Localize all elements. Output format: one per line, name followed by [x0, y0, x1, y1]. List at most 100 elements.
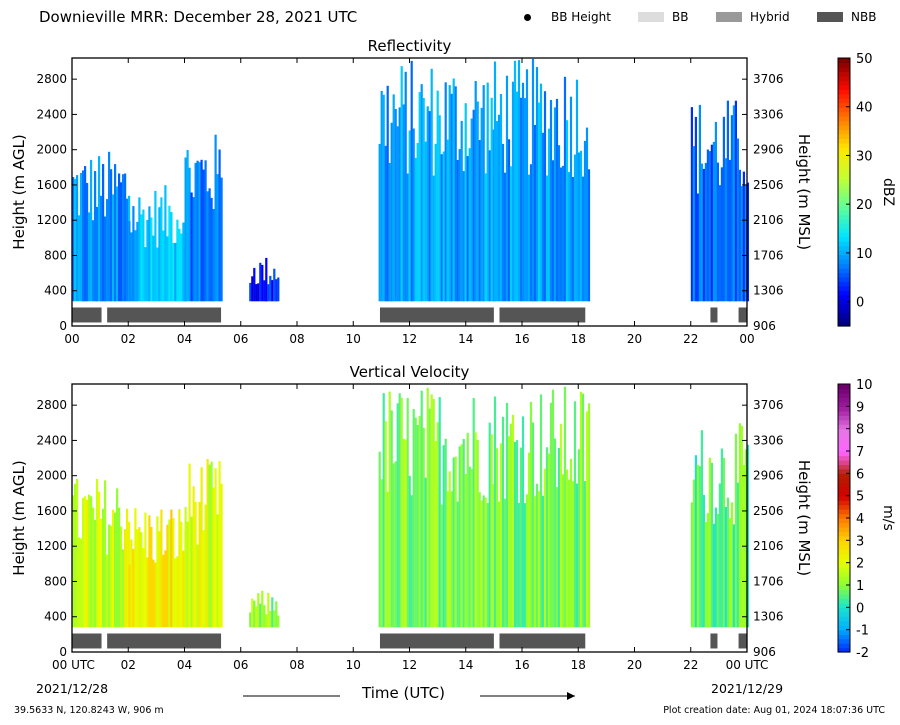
data-streak — [156, 516, 159, 628]
data-streak — [509, 423, 513, 628]
legend-bb-height: BB Height — [524, 10, 611, 24]
colorbar-segment — [838, 607, 850, 613]
data-streak — [140, 214, 143, 302]
data-streak — [444, 438, 447, 628]
data-streak — [210, 197, 213, 302]
data-streak — [446, 491, 449, 628]
data-streak — [112, 194, 115, 302]
bb-bar-nbb — [710, 307, 718, 323]
data-streak — [497, 501, 501, 628]
colorbar-segment — [838, 133, 850, 139]
data-streak — [263, 605, 266, 628]
colorbar-segment — [838, 495, 850, 501]
y-axis-right-label: Height (m MSL) — [795, 134, 813, 250]
data-streak — [96, 206, 99, 302]
data-streak — [722, 116, 725, 302]
data-streak — [192, 197, 195, 302]
data-streak — [220, 483, 223, 628]
data-streak — [134, 508, 137, 628]
data-streak — [567, 479, 571, 628]
data-streak — [702, 495, 705, 628]
colorbar-segment — [838, 151, 850, 157]
data-streak — [493, 396, 497, 628]
data-streak — [452, 457, 455, 628]
data-streak — [206, 191, 209, 302]
data-streak — [251, 598, 254, 628]
data-streak — [168, 519, 171, 628]
x-tick-label: 00 — [739, 332, 754, 346]
data-streak — [88, 494, 91, 628]
data-streak — [138, 197, 141, 302]
data-streak — [112, 509, 115, 628]
colorbar-segment — [838, 147, 850, 153]
data-streak — [694, 116, 697, 302]
colorbar-segment — [838, 643, 850, 649]
data-streak — [386, 491, 389, 628]
data-streak — [170, 212, 173, 302]
data-streak — [535, 483, 539, 628]
data-streak — [559, 423, 563, 628]
data-streak — [692, 146, 695, 302]
data-streak — [573, 401, 577, 628]
data-streak — [547, 128, 551, 302]
x-tick-label: 00 — [64, 332, 79, 346]
data-streak — [196, 544, 199, 628]
colorbar-segment — [838, 84, 850, 90]
data-streak — [146, 219, 149, 302]
data-streak — [146, 557, 149, 628]
data-streak — [738, 423, 741, 628]
x-tick-label: 02 — [121, 658, 136, 672]
data-streak — [708, 151, 711, 302]
colorbar-tick-label: 30 — [856, 149, 873, 164]
data-streak — [444, 82, 447, 302]
x-tick-label: 06 — [233, 332, 248, 346]
colorbar-segment — [838, 585, 850, 591]
data-streak — [208, 188, 211, 302]
data-streak — [565, 120, 569, 302]
colorbar-segment — [838, 107, 850, 113]
data-streak — [716, 162, 719, 302]
data-streak — [585, 127, 589, 302]
colorbar-tick-label: 5 — [856, 490, 864, 505]
data-streak — [521, 416, 525, 628]
data-streak — [216, 514, 219, 628]
data-streak — [142, 548, 145, 628]
y-tick-right-label: 3706 — [753, 72, 784, 86]
legend-label: BB Height — [551, 10, 611, 24]
data-streak — [710, 144, 713, 302]
data-streak — [406, 398, 409, 628]
data-streak — [384, 145, 387, 302]
data-streak — [134, 230, 137, 302]
data-streak — [529, 164, 533, 302]
bb-height-dot-icon — [524, 13, 531, 21]
data-streak — [412, 409, 415, 628]
data-streak — [434, 441, 437, 628]
data-streak — [116, 186, 119, 302]
data-streak — [104, 216, 107, 302]
data-streak — [180, 521, 183, 628]
data-streak — [440, 504, 443, 628]
colorbar-segment — [838, 98, 850, 104]
data-streak — [392, 94, 395, 302]
data-streak — [486, 503, 489, 628]
data-streak — [438, 115, 441, 302]
data-streak — [587, 169, 591, 302]
colorbar-segment — [838, 321, 850, 327]
data-streak — [492, 484, 495, 628]
data-streak — [458, 149, 461, 302]
colorbar-tick-label: 4 — [856, 512, 864, 527]
data-streak — [174, 558, 177, 628]
data-streak — [257, 593, 260, 628]
data-streak — [74, 483, 77, 628]
colorbar-segment — [838, 616, 850, 622]
data-streak — [168, 205, 171, 302]
data-streak — [541, 132, 545, 302]
x-tick-label: 08 — [289, 658, 304, 672]
data-streak — [493, 61, 497, 302]
data-streak — [220, 177, 223, 302]
station-location: 39.5633 N, 120.8243 W, 906 m — [14, 705, 164, 716]
data-streak — [470, 469, 473, 628]
data-streak — [587, 403, 591, 628]
x-tick-label: 12 — [402, 658, 417, 672]
colorbar-segment — [838, 174, 850, 180]
